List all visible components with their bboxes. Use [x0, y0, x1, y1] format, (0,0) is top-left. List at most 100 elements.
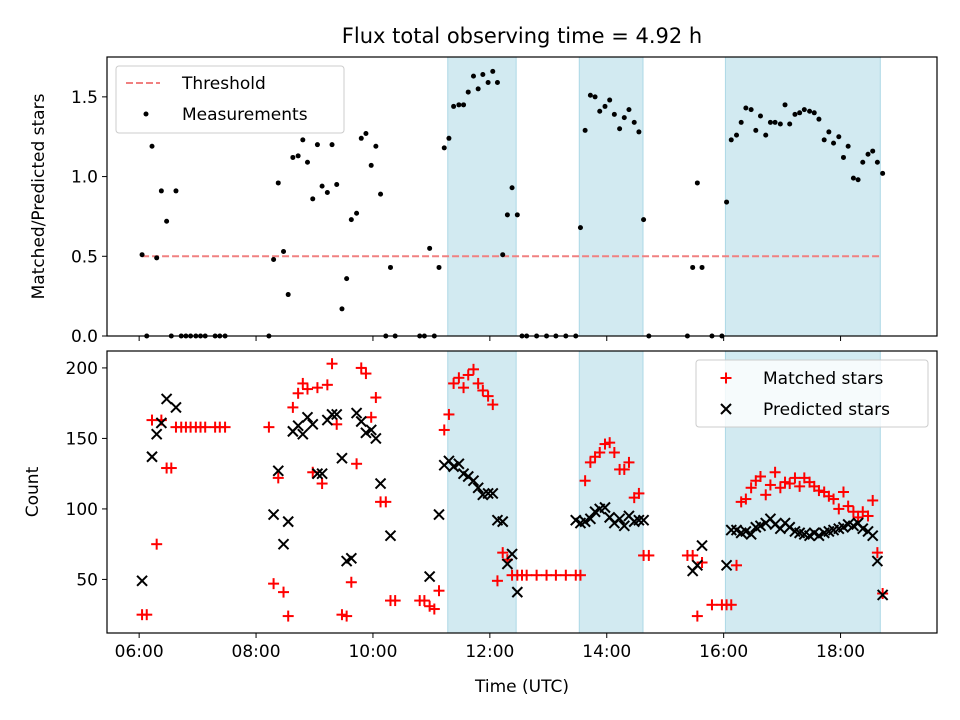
matched-star-point — [458, 382, 470, 394]
measurement-point — [154, 255, 160, 261]
observing-window-3 — [724, 56, 881, 337]
matched-star-point — [871, 547, 883, 559]
measurement-point — [831, 140, 837, 146]
measurement-point — [158, 188, 164, 194]
matched-star-point — [531, 569, 543, 581]
measurement-point — [490, 68, 496, 74]
matched-star-point — [443, 408, 455, 420]
matched-star-point — [263, 421, 275, 433]
measurement-point — [753, 127, 759, 133]
measurement-point — [310, 196, 316, 202]
measurement-point — [480, 72, 486, 78]
matched-star-point — [579, 475, 591, 487]
x-tick-label: 14:00 — [582, 642, 631, 662]
top-x-ticks — [138, 336, 842, 341]
chart-title: Flux total observing time = 4.92 h — [342, 24, 702, 48]
measurement-point — [344, 276, 350, 282]
predicted-star-point — [487, 487, 499, 500]
matched-star-point — [219, 421, 231, 433]
measurement-point — [470, 73, 476, 79]
predicted-star-point — [423, 570, 436, 583]
predicted-star-point — [355, 415, 367, 428]
measurement-point — [509, 185, 515, 191]
measurement-point — [281, 249, 287, 255]
measurement-point — [451, 103, 457, 109]
matched-star-point — [574, 569, 586, 581]
legend-predicted-swatch — [720, 403, 732, 415]
predicted-star-point — [506, 548, 518, 560]
x-tick-label: 12:00 — [465, 642, 514, 662]
matched-star-point — [623, 456, 635, 468]
predicted-star-point — [691, 559, 704, 572]
matched-star-point — [380, 496, 392, 508]
matched-star-point — [599, 438, 611, 450]
matched-star-point — [754, 470, 766, 482]
measurement-point — [149, 143, 155, 149]
matched-star-point — [151, 538, 163, 550]
matched-star-point — [433, 585, 445, 597]
measurement-point — [855, 177, 861, 183]
x-tick-label: 06:00 — [115, 642, 164, 662]
measurement-point — [840, 154, 846, 160]
matched-star-point — [842, 500, 854, 512]
measurement-point — [368, 162, 374, 168]
measurement-point — [304, 159, 310, 165]
measurement-point — [880, 170, 886, 176]
observing-window-2 — [578, 56, 644, 337]
predicted-star-point — [350, 407, 363, 419]
matched-star-point — [487, 399, 499, 411]
matched-star-point — [833, 503, 845, 515]
measurement-point — [373, 143, 379, 149]
legend-matched-label: Matched stars — [763, 369, 883, 389]
bottom-plot-frame — [106, 350, 938, 634]
predicted-star-point — [618, 520, 630, 532]
measurement-point — [285, 292, 291, 298]
matched-star-point — [550, 569, 562, 581]
predicted-star-point — [331, 408, 343, 421]
top-plot-frame — [106, 56, 938, 337]
measurement-point — [461, 102, 467, 108]
matched-star-point — [453, 372, 465, 384]
measurement-point — [319, 183, 325, 189]
matched-star-point — [278, 586, 290, 598]
measurement-point — [485, 80, 491, 86]
legend-measurements-label: Measurements — [182, 105, 308, 125]
predicted-star-point — [633, 514, 645, 526]
measurement-point — [870, 148, 876, 154]
matched-star-point — [467, 363, 479, 375]
predicted-star-point — [584, 513, 597, 525]
top-observing-windows — [447, 56, 881, 337]
measurement-point — [865, 151, 871, 157]
measurement-point — [290, 154, 296, 160]
observing-window-2 — [578, 350, 644, 634]
measurement-point — [500, 252, 506, 258]
top-legend: Threshold Measurements — [115, 65, 345, 134]
measurement-point — [734, 132, 740, 138]
measurement-point — [767, 119, 773, 125]
x-tick-label: 16:00 — [699, 642, 748, 662]
top-legend-box — [115, 65, 345, 134]
predicted-star-point — [155, 417, 168, 429]
matched-star-point — [418, 595, 430, 607]
measurement-point — [295, 153, 301, 159]
matched-star-point — [448, 377, 460, 389]
measurement-point — [724, 199, 730, 205]
measurement-point — [699, 264, 705, 270]
measurement-point — [631, 119, 637, 125]
x-tick-label: 18:00 — [816, 642, 865, 662]
measurement-point — [826, 129, 832, 135]
measurement-point — [456, 102, 462, 108]
predicted-star-point — [160, 393, 173, 405]
matched-star-point — [764, 479, 776, 491]
predicted-star-point — [297, 428, 309, 440]
predicted-star-point — [136, 575, 148, 587]
legend-plus-marker — [720, 372, 732, 384]
matched-star-point — [813, 485, 825, 497]
predicted-star-point — [472, 482, 484, 494]
matched-star-point — [462, 369, 474, 381]
x-axis-label: Time (UTC) — [474, 677, 569, 697]
matched-star-point — [146, 414, 158, 426]
matched-star-point — [779, 476, 791, 488]
measurement-point — [363, 131, 369, 137]
bottom-x-axis: 06:00 08:00 10:00 12:00 14:00 16:00 18:00 — [115, 633, 865, 662]
